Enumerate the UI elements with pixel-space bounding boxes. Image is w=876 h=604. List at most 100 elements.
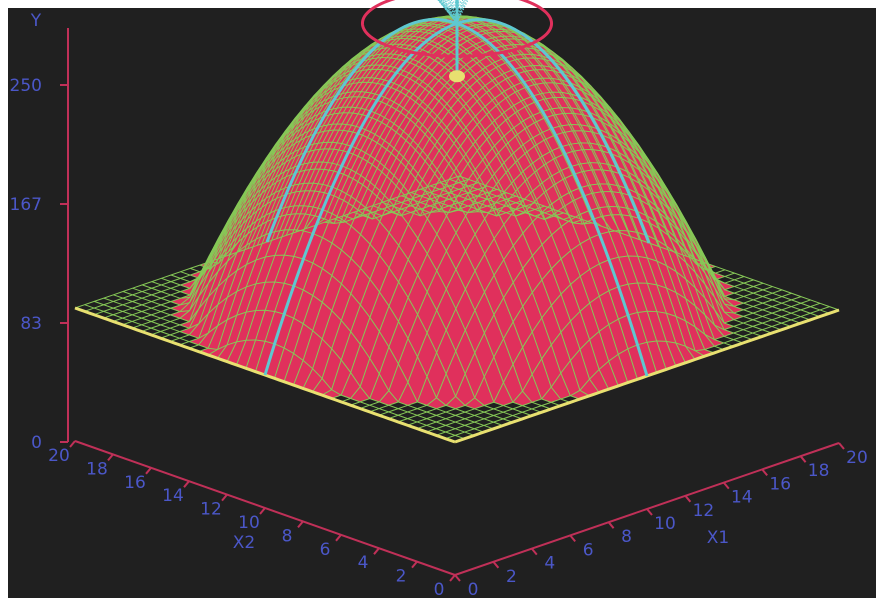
plane-cell xyxy=(236,260,256,292)
plane-cell xyxy=(331,359,351,396)
plane-cell xyxy=(541,305,561,345)
y-tick-label: 167 xyxy=(10,195,42,215)
plane-cell xyxy=(532,317,552,359)
plane-cell xyxy=(217,252,237,287)
plane-cell xyxy=(486,155,506,185)
plane-cell xyxy=(544,135,564,159)
plane-cell xyxy=(496,98,516,121)
plane-cell xyxy=(524,102,544,123)
y-tick-label: 83 xyxy=(20,314,42,334)
plane-cell xyxy=(522,221,542,256)
plane-cell xyxy=(561,250,581,285)
peak-markers xyxy=(449,0,465,83)
plane-cell xyxy=(534,118,554,141)
x1-tick-label: 0 xyxy=(468,580,479,600)
plane-cell xyxy=(609,230,629,258)
x1-axis-label: X1 xyxy=(707,528,729,548)
plane-cell xyxy=(398,338,418,383)
plane-cell xyxy=(379,346,399,391)
x2-tick-label: 6 xyxy=(320,540,331,560)
plane-cell xyxy=(494,297,514,339)
x2-axis-label: X2 xyxy=(233,533,255,553)
plane-cell xyxy=(476,57,496,74)
plane-cell xyxy=(429,62,449,81)
plane-cell xyxy=(601,214,621,233)
plane-cell xyxy=(714,297,734,323)
plane-cell xyxy=(284,353,304,386)
plane-cell xyxy=(505,92,525,113)
plane-cell xyxy=(515,153,535,182)
plane-cell xyxy=(666,246,686,280)
plane-cell xyxy=(522,331,542,375)
x2-tick xyxy=(449,574,456,582)
plane-cell xyxy=(255,341,275,375)
plane-cell xyxy=(524,122,544,147)
x2-tick-label: 20 xyxy=(48,446,70,466)
x1-tick-label: 10 xyxy=(654,514,676,534)
plane-cell xyxy=(303,263,323,296)
plane-cell xyxy=(238,226,258,252)
plane-cell xyxy=(486,67,506,86)
plane-cell xyxy=(401,202,421,216)
x2-tick-label: 18 xyxy=(86,459,108,479)
plane-cell xyxy=(599,231,619,260)
plane-cell xyxy=(484,356,504,403)
plane-cell xyxy=(198,325,218,349)
plane-cell xyxy=(647,258,667,289)
plane-cell xyxy=(303,368,323,392)
x2-tick xyxy=(373,547,380,555)
plane-cell xyxy=(227,312,247,345)
plane-cell xyxy=(408,314,428,357)
x2-tick-label: 4 xyxy=(358,553,369,573)
plane-cell xyxy=(303,233,323,264)
x1-tick-label: 20 xyxy=(846,448,868,468)
plane-cell xyxy=(486,105,506,129)
plane-cell xyxy=(542,234,562,269)
x2-tick-label: 14 xyxy=(162,486,184,506)
plane-cell xyxy=(398,382,418,406)
plane-cell xyxy=(561,284,581,322)
plane-cell xyxy=(467,36,487,49)
plane-cell xyxy=(505,136,525,163)
plane-cell xyxy=(246,310,266,341)
plane-cell xyxy=(496,202,516,217)
plane-cell xyxy=(274,229,294,256)
plane-cell xyxy=(189,296,209,329)
x2-tick-label: 0 xyxy=(434,580,445,600)
plane-cell xyxy=(217,270,237,305)
plane-cell xyxy=(628,256,648,284)
plane-cell xyxy=(515,181,535,212)
x2-tick xyxy=(145,467,152,475)
plane-cell xyxy=(608,319,628,355)
plane-cell xyxy=(484,238,504,276)
plane-cell xyxy=(496,62,516,80)
plane-cell xyxy=(589,296,609,332)
plane-cell xyxy=(580,339,600,380)
plane-cell xyxy=(293,258,313,290)
plane-cell xyxy=(389,245,409,283)
plane-cell xyxy=(534,140,554,165)
plane-cell xyxy=(551,332,571,374)
plane-cell xyxy=(417,218,437,254)
plane-cell xyxy=(341,226,361,259)
plane-cell xyxy=(705,298,725,330)
plane-cell xyxy=(398,259,418,298)
plane-cell xyxy=(369,331,389,374)
plane-cell xyxy=(695,326,715,350)
plane-cell xyxy=(589,263,609,297)
plane-cell xyxy=(522,292,542,332)
plane-cell xyxy=(496,144,516,173)
plane-cell xyxy=(503,245,523,283)
plane-cell xyxy=(417,253,437,292)
plane-cell xyxy=(208,319,228,350)
plane-cell xyxy=(551,226,571,259)
plane-cell xyxy=(656,311,676,344)
plane-cell xyxy=(637,311,657,343)
plane-cell xyxy=(657,261,677,293)
plane-cell xyxy=(467,80,487,102)
x1-tick xyxy=(761,468,768,477)
plane-cell xyxy=(591,191,611,217)
plane-cell xyxy=(227,245,247,278)
plane-cell xyxy=(417,376,437,406)
plane-cell xyxy=(618,284,638,316)
